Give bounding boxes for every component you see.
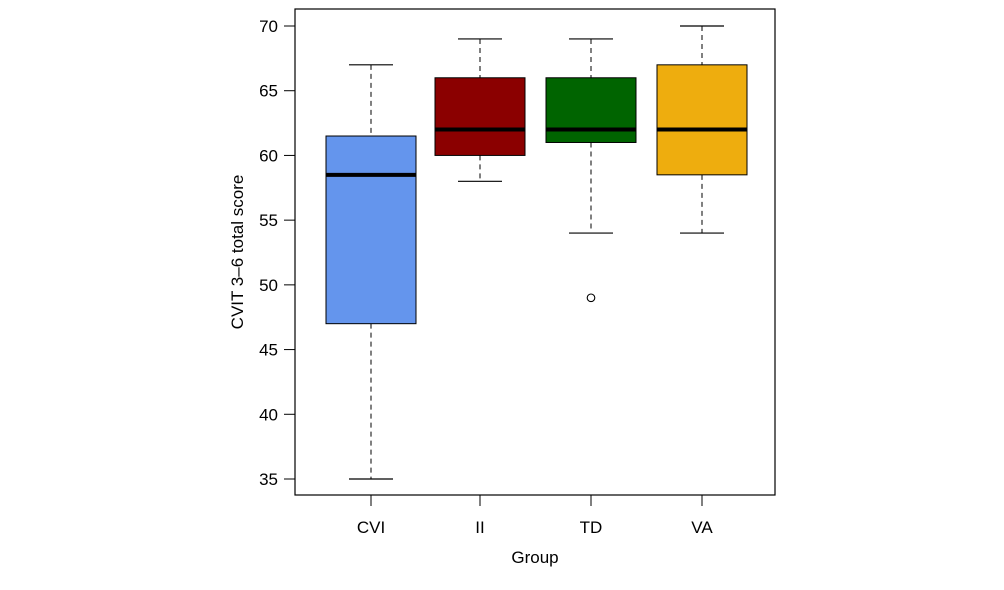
x-tick-label-td: TD — [580, 518, 603, 537]
y-tick-label: 65 — [259, 82, 278, 101]
x-tick-label-cvi: CVI — [357, 518, 385, 537]
y-tick-label: 60 — [259, 146, 278, 165]
y-tick-label: 45 — [259, 341, 278, 360]
y-tick-label: 50 — [259, 276, 278, 295]
iqr-box — [325, 135, 417, 325]
y-tick-label: 40 — [259, 405, 278, 424]
box-ii — [434, 38, 526, 182]
x-axis: CVI II TD VA — [357, 495, 713, 537]
box-td — [545, 38, 637, 303]
boxes — [325, 25, 748, 480]
x-tick-label-ii: II — [475, 518, 484, 537]
iqr-box — [656, 64, 748, 176]
iqr-box — [434, 77, 526, 156]
y-tick-label: 55 — [259, 211, 278, 230]
box-cvi — [325, 64, 417, 480]
x-tick-label-va: VA — [691, 518, 713, 537]
y-tick-label: 35 — [259, 470, 278, 489]
outlier-point — [586, 293, 596, 303]
iqr-box — [545, 77, 637, 143]
plot-frame — [294, 8, 776, 496]
y-axis-label: CVIT 3–6 total score — [228, 175, 247, 330]
y-tick-label: 70 — [259, 17, 278, 36]
box-va — [656, 25, 748, 234]
y-axis: 35 40 45 50 55 60 65 70 — [259, 17, 295, 489]
x-axis-label: Group — [511, 548, 558, 567]
